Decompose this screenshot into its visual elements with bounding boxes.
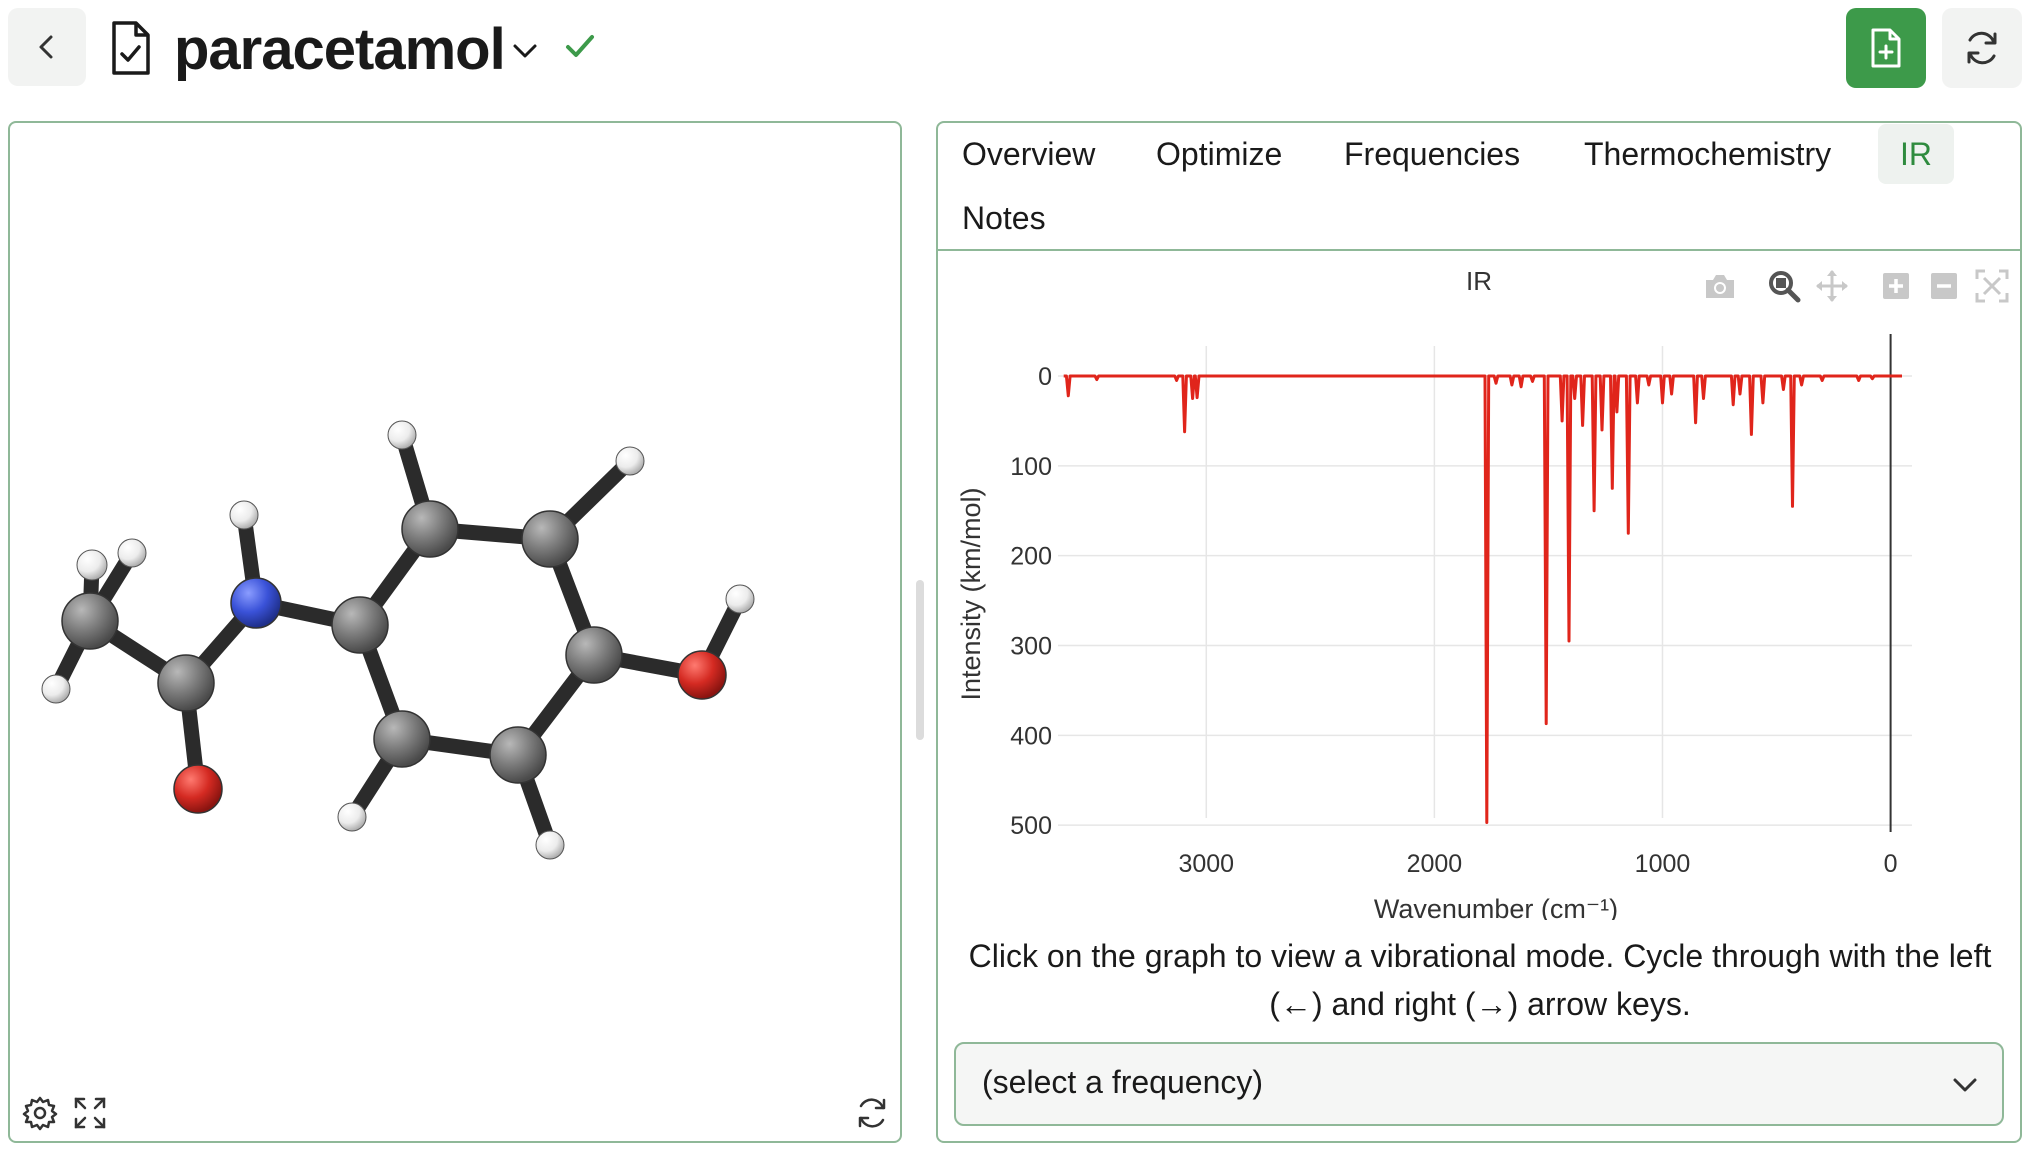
x-tick-label: 2000 <box>1407 850 1463 878</box>
atom-carbon <box>373 710 431 768</box>
zoom-out-icon[interactable] <box>1926 268 1962 304</box>
atoms <box>41 420 755 860</box>
y-axis-label: Intensity (km/mol) <box>956 487 986 700</box>
y-tick-label: 0 <box>1038 363 1052 391</box>
tab-notes[interactable]: Notes <box>962 200 1046 236</box>
atom-hydrogen <box>41 674 71 704</box>
tabs-divider <box>938 249 2020 251</box>
x-tick-label: 0 <box>1884 850 1898 878</box>
file-check-icon <box>112 21 150 75</box>
atom-oxygen <box>173 764 223 814</box>
atom-carbon <box>401 500 459 558</box>
x-axis-label: Wavenumber (cm⁻¹) <box>1374 894 1618 920</box>
x-axis-ticks: 3000 2000 1000 0 <box>1178 850 1897 878</box>
refresh-button[interactable] <box>1942 8 2022 88</box>
y-tick-label: 400 <box>1010 722 1052 750</box>
tab-thermochemistry[interactable]: Thermochemistry <box>1584 136 1832 172</box>
atom-carbon <box>157 654 215 712</box>
atom-oxygen <box>677 650 727 700</box>
atom-hydrogen <box>615 446 645 476</box>
frequency-select-value: (select a frequency) <box>982 1064 1264 1100</box>
y-tick-label: 500 <box>1010 812 1052 840</box>
back-button[interactable] <box>8 8 86 86</box>
check-icon <box>566 35 594 57</box>
bonds <box>48 427 748 853</box>
molecule-canvas[interactable] <box>10 123 900 1141</box>
atom-carbon <box>331 596 389 654</box>
autoscale-icon[interactable] <box>1974 268 2010 304</box>
chevron-left-icon <box>39 35 53 59</box>
tab-optimize[interactable]: Optimize <box>1156 136 1283 172</box>
atom-hydrogen <box>387 420 417 450</box>
tab-overview[interactable]: Overview <box>962 136 1096 172</box>
camera-icon[interactable] <box>1702 268 1738 304</box>
y-tick-label: 200 <box>1010 543 1052 571</box>
atom-hydrogen <box>117 538 147 568</box>
x-tick-label: 3000 <box>1178 850 1234 878</box>
results-panel <box>936 121 2022 1143</box>
panel-splitter-handle[interactable] <box>916 580 924 740</box>
chevron-down-icon <box>1953 1078 1977 1092</box>
atom-hydrogen <box>535 830 565 860</box>
x-tick-label: 1000 <box>1635 850 1691 878</box>
pan-icon[interactable] <box>1814 268 1850 304</box>
y-tick-label: 300 <box>1010 632 1052 660</box>
tab-frequencies[interactable]: Frequencies <box>1344 136 1521 172</box>
ir-chart[interactable]: 0 100 200 300 400 500 3000 2000 1000 0 Intensity… <box>936 300 2022 920</box>
refresh-icon[interactable] <box>854 1095 890 1131</box>
atom-carbon <box>521 510 579 568</box>
new-file-button[interactable] <box>1846 8 1926 88</box>
tab-ir[interactable]: IR <box>1878 124 1954 184</box>
atom-hydrogen <box>725 584 755 614</box>
refresh-icon <box>1967 31 1997 65</box>
expand-icon[interactable] <box>72 1095 108 1131</box>
page-title: paracetamol <box>174 17 506 82</box>
zoom-in-icon[interactable] <box>1878 268 1914 304</box>
ir-spectrum-line[interactable] <box>1063 374 1902 824</box>
y-tick-label: 100 <box>1010 453 1052 481</box>
zoom-icon[interactable] <box>1766 268 1802 304</box>
atom-hydrogen <box>337 802 367 832</box>
atom-hydrogen <box>229 500 259 530</box>
atom-carbon <box>489 726 547 784</box>
chart-title: IR <box>1466 266 1492 296</box>
chevron-down-icon[interactable] <box>510 36 540 66</box>
atom-carbon <box>565 626 623 684</box>
atom-carbon <box>61 592 119 650</box>
gear-icon[interactable] <box>22 1095 58 1131</box>
file-plus-icon <box>1871 28 1901 68</box>
molecule-viewer[interactable] <box>8 121 902 1143</box>
frequency-select[interactable]: (select a frequency) <box>954 1042 2004 1126</box>
atom-nitrogen <box>230 577 282 629</box>
atom-hydrogen <box>76 549 108 581</box>
y-axis-ticks: 0 100 200 300 400 500 <box>1010 363 1052 840</box>
help-text: Click on the graph to view a vibrational… <box>968 938 1992 1022</box>
